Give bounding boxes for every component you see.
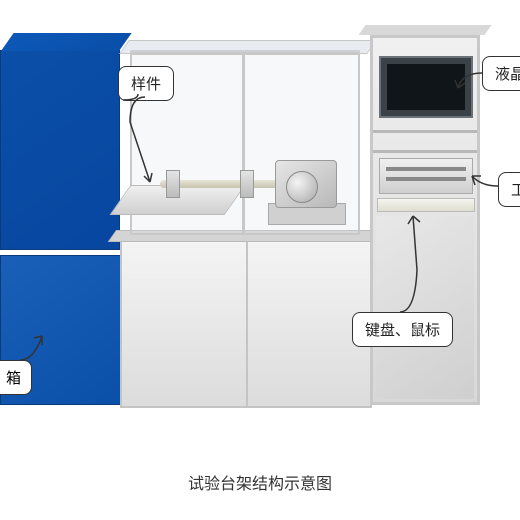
motor xyxy=(275,160,337,208)
caption-text: 试验台架结构示意图 xyxy=(188,476,332,493)
label-cabinet-text: 箱 xyxy=(6,370,21,387)
industrial-pc xyxy=(379,158,473,194)
label-keyboard: 键盘、鼠标 xyxy=(352,312,453,347)
label-sample-text: 样件 xyxy=(131,76,161,93)
pointer-keyboard xyxy=(395,210,445,315)
figure-caption: 试验台架结构示意图 xyxy=(0,470,520,494)
glass-post xyxy=(242,52,245,233)
label-monitor-text: 液晶 xyxy=(495,66,520,83)
label-keyboard-text: 键盘、鼠标 xyxy=(365,322,440,339)
rack-shelf xyxy=(373,150,477,153)
pointer-pc xyxy=(466,170,506,200)
bench-base xyxy=(120,240,372,408)
rack-shelf xyxy=(373,130,477,133)
glass-rail xyxy=(132,52,358,55)
rack-top xyxy=(358,25,491,35)
pointer-cabinet xyxy=(18,326,58,366)
pointer-monitor xyxy=(452,70,492,100)
label-pc-text: 工 xyxy=(511,182,520,199)
clamp-right xyxy=(240,170,254,198)
diagram-stage: 样件 液晶 工 键盘、鼠标 箱 xyxy=(0,30,520,450)
blue-cabinet-upper xyxy=(0,50,120,250)
pointer-sample xyxy=(120,92,180,192)
